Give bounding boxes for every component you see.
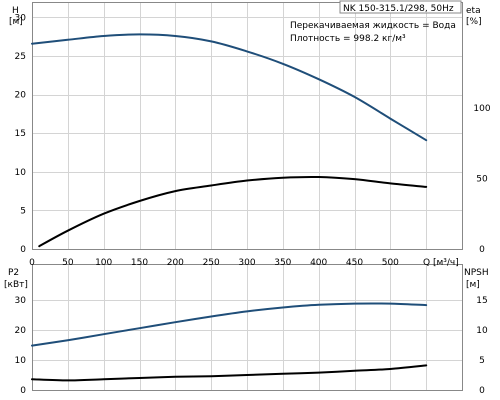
y-left-tick-label: 20 [15, 326, 27, 336]
y-axis-label-h: H [12, 6, 19, 16]
y-left-tick-label: 5 [20, 206, 26, 216]
y-right-tick-label: 10 [476, 326, 488, 336]
y-left-tick-label: 20 [15, 91, 27, 101]
chart-title: NK 150-315.1/298, 50Hz [343, 4, 454, 14]
density-annotation: Плотность = 998.2 кг/м³ [290, 34, 406, 44]
y-left-tick-label: 30 [15, 13, 27, 23]
y-axis-label-p2: P2 [8, 268, 19, 278]
y-right-tick-label: 50 [476, 174, 488, 184]
x-axis-label-q: Q [м³/ч] [423, 258, 459, 268]
x-tick-label: 400 [310, 258, 327, 268]
x-tick-label: 150 [131, 258, 148, 268]
x-tick-label: 50 [62, 258, 74, 268]
x-tick-label: 450 [346, 258, 363, 268]
series-line [38, 175, 428, 248]
series-line [31, 33, 428, 142]
plot-frame [32, 2, 463, 250]
curve-layer [31, 33, 428, 382]
plot-frame [32, 264, 463, 391]
y-axis-unit-h: [м] [9, 17, 23, 27]
x-tick-label: 350 [274, 258, 291, 268]
y-left-tick-label: 0 [20, 245, 26, 255]
y-right-tick-label: 15 [476, 296, 487, 306]
x-tick-label: 250 [203, 258, 220, 268]
y-axis-unit-eta: [%] [466, 17, 482, 27]
y-axis-unit-p2: [кВт] [4, 280, 28, 290]
x-tick-label: 300 [238, 258, 255, 268]
x-tick-label: 500 [382, 258, 399, 268]
y-axis-unit-npsh: [м] [466, 280, 480, 290]
x-tick-label: 0 [29, 258, 35, 268]
y-left-tick-label: 30 [15, 296, 27, 306]
frame-layer [32, 2, 463, 391]
series-line [31, 364, 428, 382]
fluid-annotation: Перекачиваемая жидкость = Вода [290, 21, 456, 31]
y-left-tick-label: 15 [15, 129, 26, 139]
y-right-tick-label: 0 [479, 386, 485, 396]
label-layer: NK 150-315.1/298, 50Hz Перекачиваемая жи… [4, 0, 491, 396]
y-right-tick-label: 100 [473, 104, 490, 114]
title-box [339, 0, 462, 14]
y-axis-label-eta: eta [466, 6, 481, 16]
x-tick-label: 100 [95, 258, 112, 268]
y-left-tick-label: 10 [15, 168, 27, 178]
y-left-tick-label: 10 [15, 356, 27, 366]
y-right-tick-label: 5 [479, 356, 485, 366]
y-right-tick-label: 0 [479, 245, 485, 255]
series-line [31, 302, 428, 347]
y-left-tick-label: 25 [15, 52, 26, 62]
grid-layer [32, 2, 462, 391]
y-axis-label-npsh: NPSH [464, 268, 489, 278]
x-tick-label: 200 [167, 258, 184, 268]
y-left-tick-label: 0 [20, 386, 26, 396]
